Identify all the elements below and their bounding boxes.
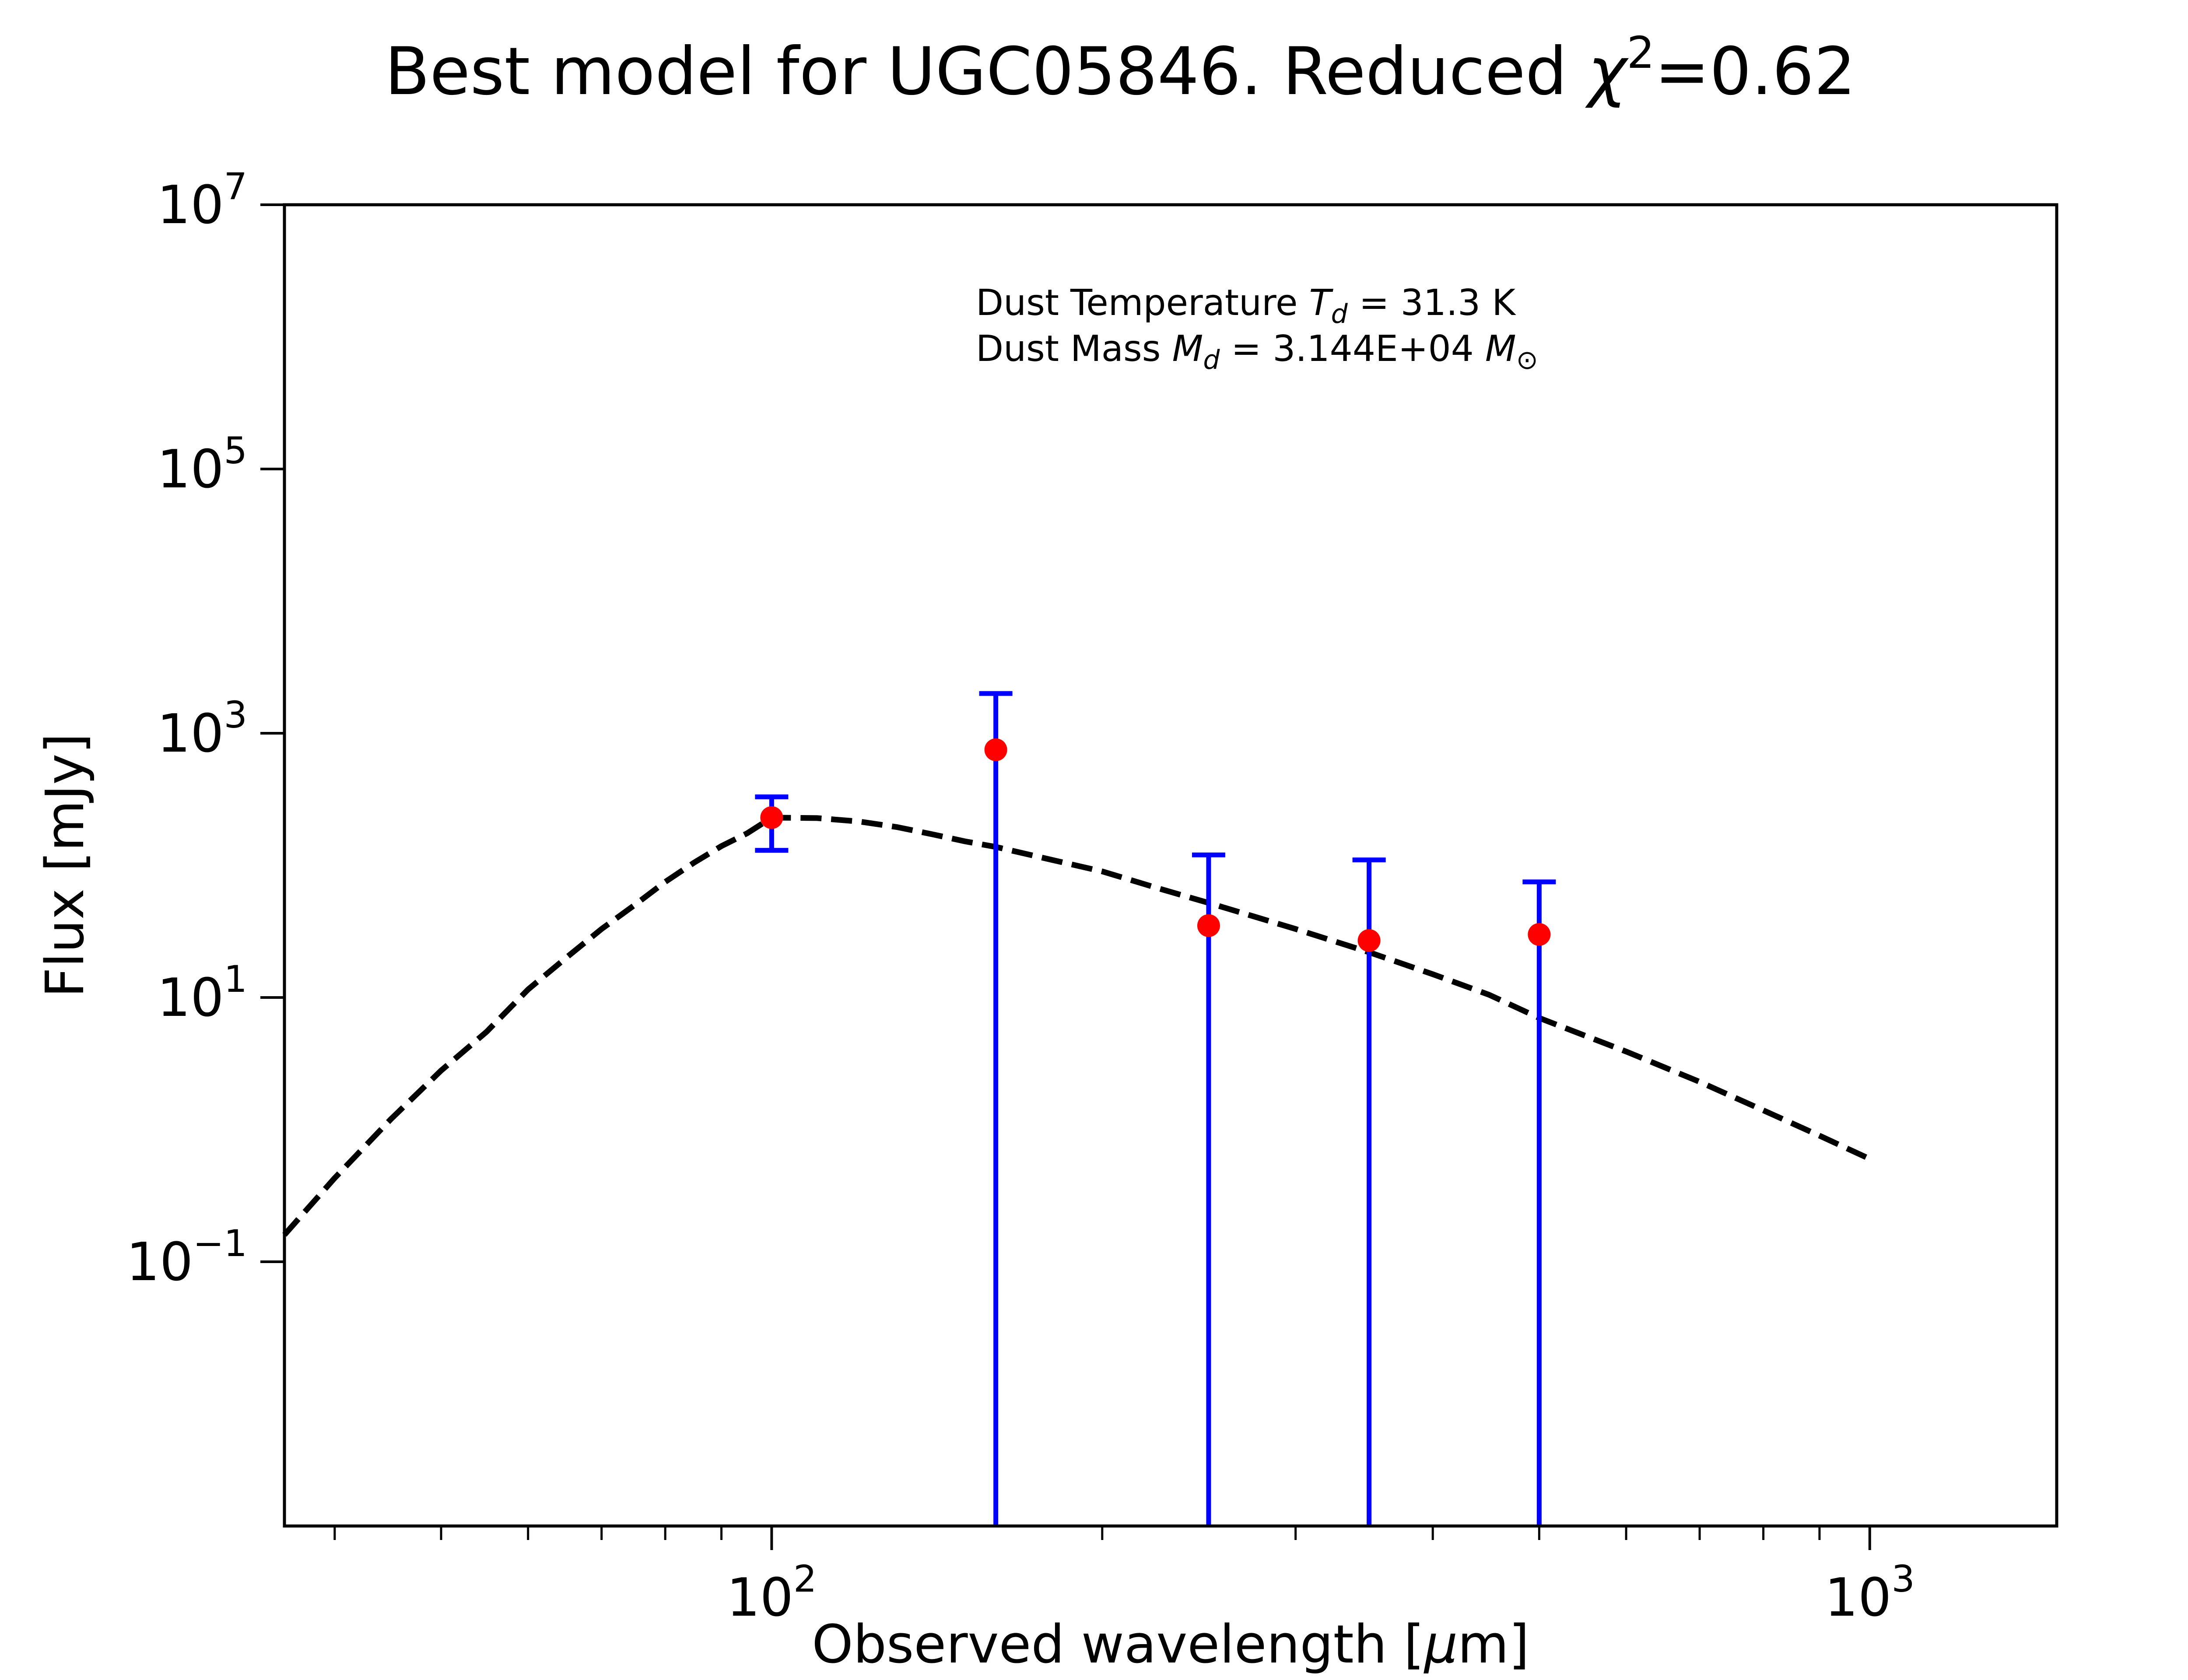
data-point [1197, 914, 1220, 937]
y-axis-label: Flux [mJy] [35, 733, 96, 998]
data-point [1528, 923, 1551, 946]
data-point [760, 806, 783, 829]
x-tick-label: 102 [726, 1558, 817, 1628]
plot-frame [283, 203, 2058, 1528]
annotation-dust-temperature: Dust Temperature Td = 31.3 K [976, 282, 1516, 329]
y-tick-label: 10−1 [126, 1222, 247, 1293]
data-point [984, 738, 1007, 761]
model-line [282, 815, 1871, 1237]
y-tick-label: 107 [157, 165, 247, 236]
annotation-dust-mass: Dust Mass Md = 3.144E+04 M⊙ [976, 328, 1538, 375]
y-tick-label: 105 [157, 429, 247, 500]
error-bars [755, 691, 1556, 1526]
x-tick-label: 103 [1825, 1558, 1915, 1628]
data-point [1357, 929, 1381, 952]
y-tick-label: 101 [157, 958, 247, 1029]
x-axis-label: Observed wavelength [μm] [812, 1614, 1529, 1675]
data-points [760, 738, 1551, 952]
y-tick-label: 103 [157, 693, 247, 764]
model-curve [282, 815, 1871, 1237]
chart-title: Best model for UGC05846. Reduced χ2=0.62 [385, 27, 1856, 110]
axis-ticks: 102 103 10−1 101 103 105 107 [126, 165, 1914, 1628]
